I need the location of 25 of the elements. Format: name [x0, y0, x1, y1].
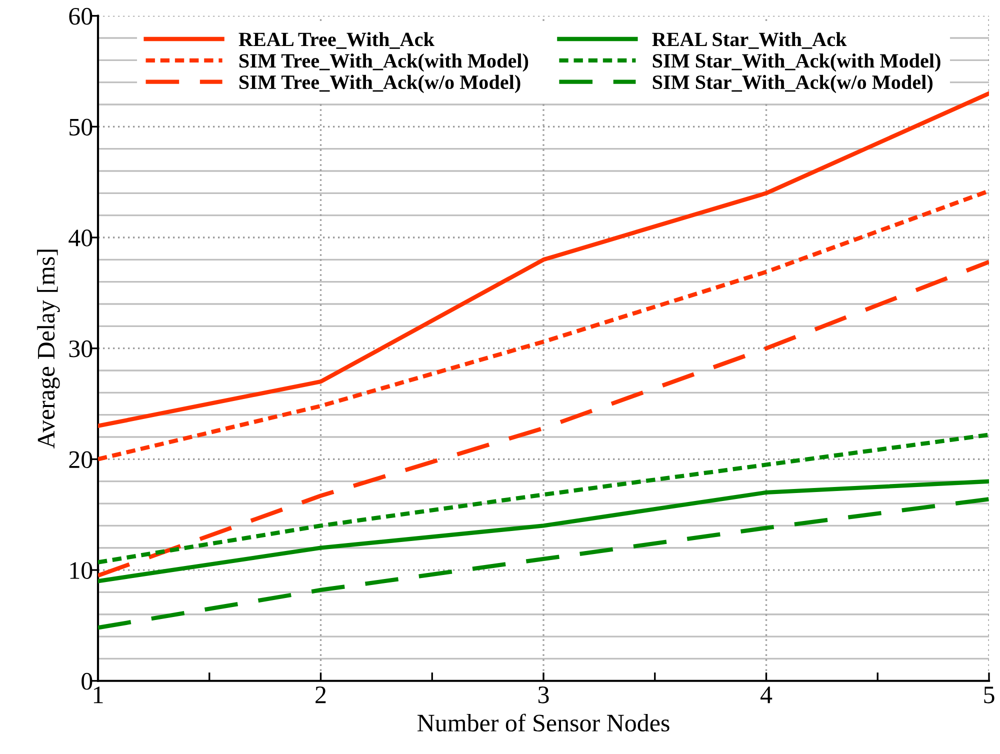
line-series [98, 91, 989, 428]
legend-label: SIM Star_With_Ack(with Model) [652, 53, 940, 72]
line-series [98, 432, 989, 564]
y-tick-label: 10 [70, 562, 92, 579]
y-tick-label: 0 [82, 672, 92, 690]
y-axis-title: Average Delay [ms] [37, 250, 60, 449]
y-tick-label: 40 [68, 230, 92, 246]
y-tick-label: 20 [69, 451, 92, 468]
legend-label: REAL Star_With_Ack [652, 32, 847, 49]
x-tick-label: 5 [984, 686, 994, 704]
y-tick-label: 30 [69, 340, 92, 358]
legend-label: SIM Tree_With_Ack(with Model) [239, 53, 528, 72]
x-tick-label: 1 [94, 686, 103, 704]
x-tick-label: 4 [760, 686, 772, 704]
line-series [98, 479, 989, 584]
x-tick-label: 3 [538, 686, 549, 704]
legend-label: SIM Star_With_Ack(w/o Model) [652, 74, 933, 94]
y-tick-label: 60 [69, 8, 92, 25]
legend-label: SIM Tree_With_Ack(w/o Model) [239, 74, 520, 94]
x-tick-label: 2 [316, 686, 326, 704]
y-tick-label: 50 [70, 118, 92, 136]
line-series [98, 188, 989, 462]
line-series [98, 260, 989, 578]
x-axis-title: Number of Sensor Nodes [418, 714, 670, 732]
legend-label: REAL Tree_With_Ack [238, 32, 434, 49]
